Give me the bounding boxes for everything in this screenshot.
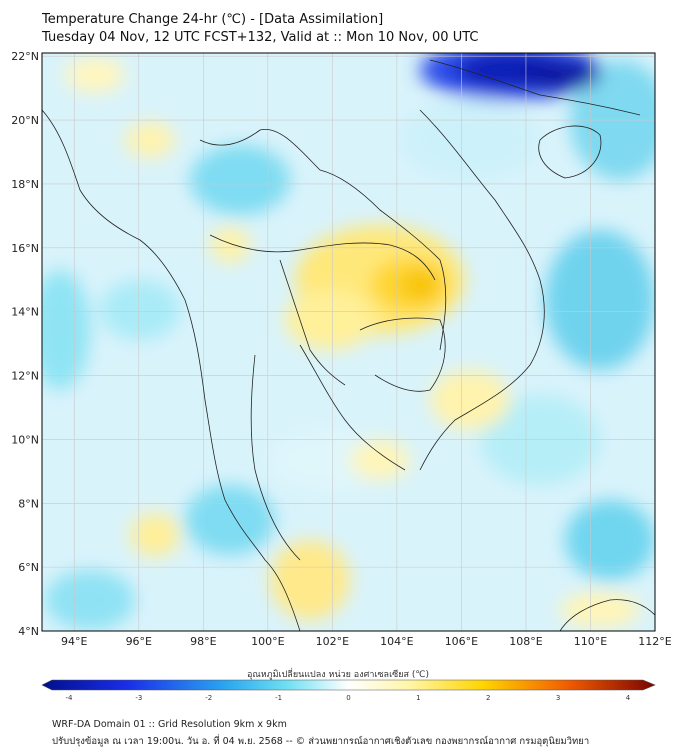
lat-tick-label: 22°N bbox=[11, 50, 39, 63]
lat-tick-label: 10°N bbox=[11, 433, 39, 446]
footer-model-info: WRF-DA Domain 01 :: Grid Resolution 9km … bbox=[52, 719, 287, 730]
map-title: Temperature Change 24-hr (℃) - [Data Ass… bbox=[42, 12, 384, 27]
lon-tick-label: 98°E bbox=[190, 635, 216, 648]
colorbar-label: อุณหภูมิเปลี่ยนแปลง หน่วย องศาเซลเซียส (… bbox=[246, 670, 430, 680]
lon-tick-label: 110°E bbox=[574, 635, 607, 648]
lon-tick-label: 108°E bbox=[509, 635, 542, 648]
country-boundaries bbox=[42, 59, 655, 631]
colorbar-tick-label: -2 bbox=[205, 694, 212, 702]
temperature-field bbox=[42, 53, 655, 631]
lon-tick-label: 104°E bbox=[380, 635, 413, 648]
colorbar-tick-label: 4 bbox=[626, 694, 631, 702]
lat-tick-label: 18°N bbox=[11, 178, 39, 191]
lon-tick-label: 94°E bbox=[61, 635, 87, 648]
lon-tick-label: 106°E bbox=[445, 635, 478, 648]
colorbar-tick-label: -3 bbox=[135, 694, 142, 702]
colorbar-tick-label: 3 bbox=[556, 694, 560, 702]
colorbar: -4 -3 -2 -1 0 1 2 3 4 bbox=[41, 679, 656, 702]
colorbar-tick-label: -4 bbox=[66, 694, 74, 702]
lat-tick-label: 6°N bbox=[18, 561, 39, 574]
latitude-labels: 22°N 20°N 18°N 16°N 14°N 12°N 10°N 8°N 6°N 4°N bbox=[11, 50, 39, 638]
lon-tick-label: 100°E bbox=[251, 635, 284, 648]
longitude-labels: 94°E 96°E 98°E 100°E 102°E 104°E 106°E 108°E 110… bbox=[61, 635, 672, 648]
lon-tick-label: 112°E bbox=[638, 635, 671, 648]
lat-tick-label: 20°N bbox=[11, 114, 39, 127]
colorbar-tick-label: -1 bbox=[275, 694, 282, 702]
lon-tick-label: 102°E bbox=[316, 635, 349, 648]
lat-tick-label: 8°N bbox=[18, 497, 39, 510]
colorbar-tick-label: 0 bbox=[346, 694, 350, 702]
map-frame bbox=[41, 52, 656, 632]
graticule bbox=[42, 53, 655, 631]
colorbar-tick-label: 2 bbox=[486, 694, 490, 702]
lat-tick-label: 12°N bbox=[11, 370, 39, 383]
lat-tick-label: 16°N bbox=[11, 242, 39, 255]
map-subtitle: Tuesday 04 Nov, 12 UTC FCST+132, Valid a… bbox=[42, 30, 479, 45]
lon-tick-label: 96°E bbox=[126, 635, 152, 648]
lat-tick-label: 14°N bbox=[11, 306, 39, 319]
lat-tick-label: 4°N bbox=[18, 625, 39, 638]
colorbar-tick-label: 1 bbox=[416, 694, 420, 702]
footer-credit: ปรับปรุงข้อมูล ณ เวลา 19:00น. วัน อ. ที่… bbox=[52, 736, 590, 747]
